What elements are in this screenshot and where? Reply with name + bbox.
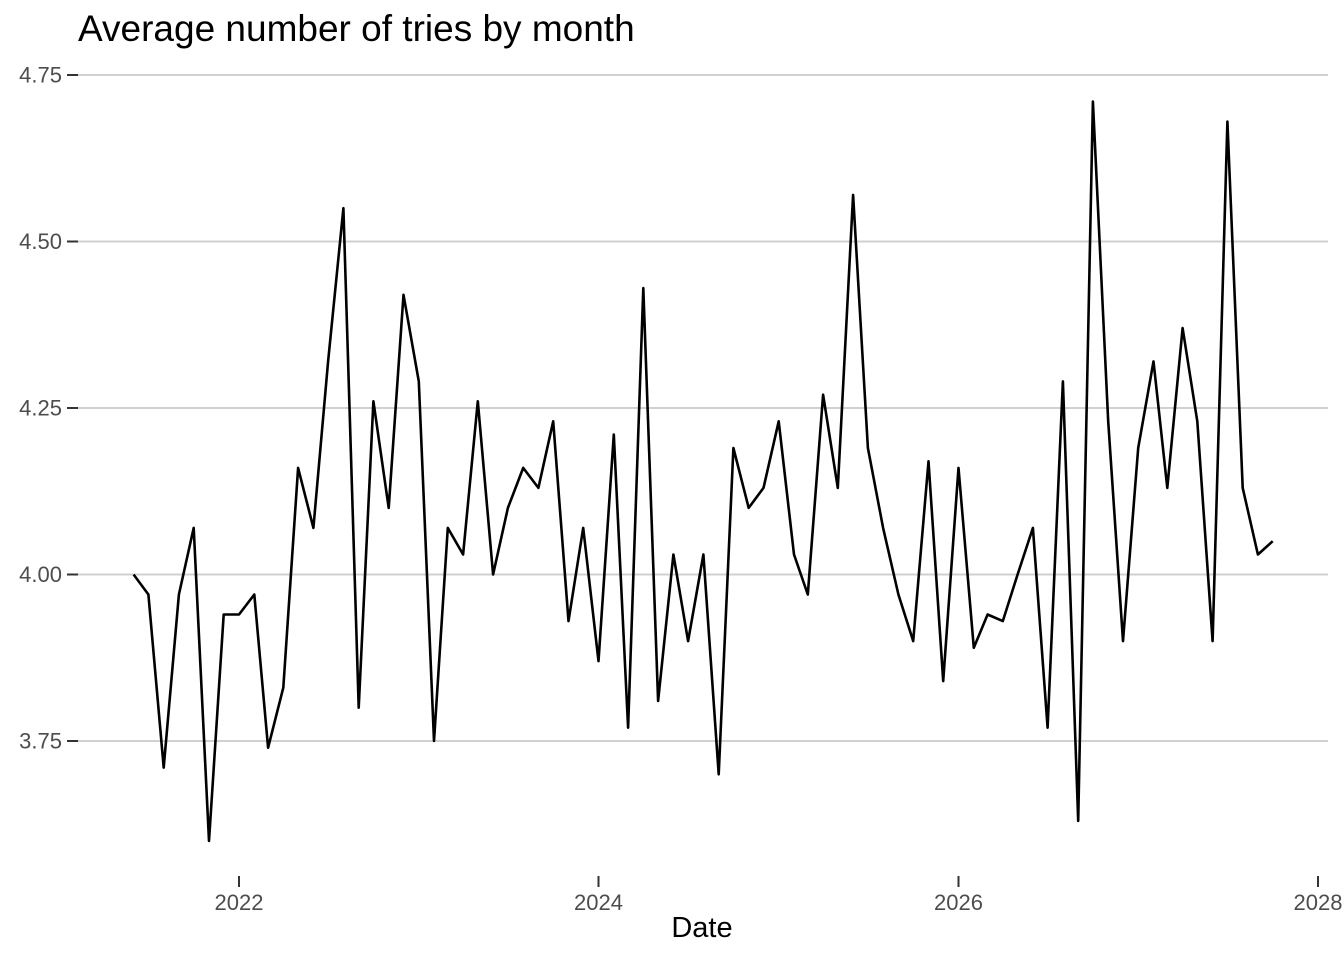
y-tick-label: 4.75 <box>19 63 62 88</box>
y-tick-label: 3.75 <box>19 729 62 754</box>
y-tick-label: 4.50 <box>19 229 62 254</box>
x-axis-label: Date <box>671 912 733 944</box>
x-tick-label: 2026 <box>934 890 983 915</box>
x-axis: 2022 2024 2026 2028 <box>215 876 1343 915</box>
y-tick-label: 4.00 <box>19 562 62 587</box>
grid-lines <box>78 74 1328 742</box>
x-tick-label: 2028 <box>1294 890 1343 915</box>
y-axis: 3.75 4.00 4.25 4.50 4.75 <box>19 63 78 754</box>
series-line <box>132 100 1274 843</box>
x-tick-label: 2022 <box>215 890 264 915</box>
y-tick-label: 4.25 <box>19 396 62 421</box>
chart-title: Average number of tries by month <box>78 8 635 49</box>
x-tick-label: 2024 <box>574 890 623 915</box>
